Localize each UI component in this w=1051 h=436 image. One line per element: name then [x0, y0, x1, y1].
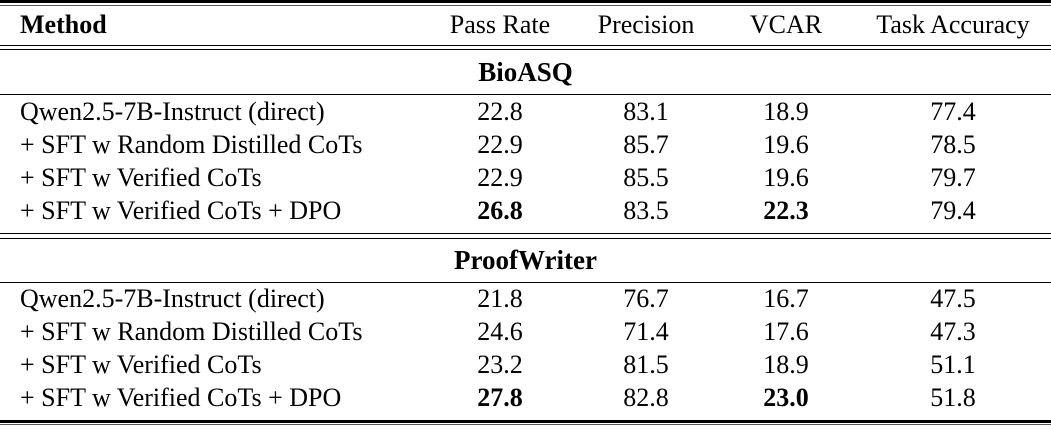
cell-vcar: 19.6 [763, 129, 809, 159]
column-header-row: Method Pass Rate Precision VCAR Task Acc… [0, 6, 1051, 45]
cell-pass-rate: 22.9 [477, 162, 523, 192]
cell-pass-rate: 26.8 [477, 195, 523, 225]
cell-method: + SFT w Verified CoTs + DPO [20, 383, 342, 412]
col-header-precision: Precision [597, 10, 695, 39]
cell-task-accuracy: 47.5 [930, 284, 976, 313]
cell-precision: 83.5 [623, 195, 669, 225]
cell-pass-rate: 22.9 [477, 129, 523, 159]
bottom-rule [0, 419, 1051, 425]
cell-precision: 71.4 [623, 317, 669, 346]
cell-precision: 85.5 [623, 162, 669, 192]
col-header-task-accuracy: Task Accuracy [876, 10, 1030, 39]
cell-method: + SFT w Verified CoTs [20, 350, 262, 379]
cell-precision: 82.8 [623, 383, 669, 412]
cell-vcar: 17.6 [763, 317, 809, 346]
table-row: + SFT w Verified CoTs + DPO 27.8 82.8 23… [0, 382, 1051, 415]
cell-task-accuracy: 47.3 [930, 317, 976, 346]
cell-vcar: 16.7 [763, 284, 809, 313]
cell-vcar: 19.6 [763, 162, 809, 192]
section-header-proofwriter: ProofWriter [0, 239, 1051, 282]
header-separator-rule [0, 44, 1051, 50]
section-header-bioasq: BioASQ [0, 50, 1051, 94]
cell-task-accuracy: 51.8 [930, 383, 976, 412]
col-header-pass-rate: Pass Rate [449, 10, 551, 39]
cell-pass-rate: 21.8 [477, 284, 523, 313]
cell-task-accuracy: 78.5 [930, 129, 976, 159]
table-row: + SFT w Verified CoTs + DPO 26.8 83.5 22… [0, 194, 1051, 227]
col-header-method: Method [20, 10, 107, 39]
cell-precision: 85.7 [623, 129, 669, 159]
proofwriter-header-rule [0, 281, 1051, 283]
cell-precision: 83.1 [623, 96, 669, 126]
section-title: ProofWriter [454, 244, 597, 275]
cell-task-accuracy: 51.1 [930, 350, 976, 379]
table-row: + SFT w Verified CoTs 23.2 81.5 18.9 51.… [0, 349, 1051, 382]
top-rule [0, 0, 1051, 6]
cell-task-accuracy: 79.7 [930, 162, 976, 192]
cell-pass-rate: 23.2 [477, 350, 523, 379]
cell-vcar: 18.9 [763, 96, 809, 126]
cell-method: + SFT w Random Distilled CoTs [20, 317, 363, 346]
table-row: Qwen2.5-7B-Instruct (direct) 21.8 76.7 1… [0, 283, 1051, 316]
cell-precision: 76.7 [623, 284, 669, 313]
cell-method: Qwen2.5-7B-Instruct (direct) [20, 284, 325, 313]
bioasq-header-rule [0, 94, 1051, 95]
cell-vcar: 22.3 [763, 195, 809, 225]
table-row: Qwen2.5-7B-Instruct (direct) 22.8 83.1 1… [0, 95, 1051, 128]
table-row: + SFT w Random Distilled CoTs 22.9 85.7 … [0, 128, 1051, 161]
col-header-vcar: VCAR [749, 10, 823, 39]
cell-pass-rate: 24.6 [477, 317, 523, 346]
table-row: + SFT w Verified CoTs 22.9 85.5 19.6 79.… [0, 161, 1051, 194]
section-title: BioASQ [478, 56, 573, 87]
section-separator-rule [0, 233, 1051, 239]
cell-vcar: 23.0 [763, 383, 809, 412]
cell-task-accuracy: 79.4 [930, 195, 976, 225]
cell-precision: 81.5 [623, 350, 669, 379]
cell-method: Qwen2.5-7B-Instruct (direct) [20, 96, 325, 126]
cell-task-accuracy: 77.4 [930, 96, 976, 126]
table-row: + SFT w Random Distilled CoTs 24.6 71.4 … [0, 316, 1051, 349]
cell-pass-rate: 22.8 [477, 96, 523, 126]
cell-method: + SFT w Verified CoTs + DPO [20, 195, 342, 225]
cell-method: + SFT w Random Distilled CoTs [20, 129, 363, 159]
cell-vcar: 18.9 [763, 350, 809, 379]
cell-method: + SFT w Verified CoTs [20, 162, 262, 192]
cell-pass-rate: 27.8 [477, 383, 523, 412]
